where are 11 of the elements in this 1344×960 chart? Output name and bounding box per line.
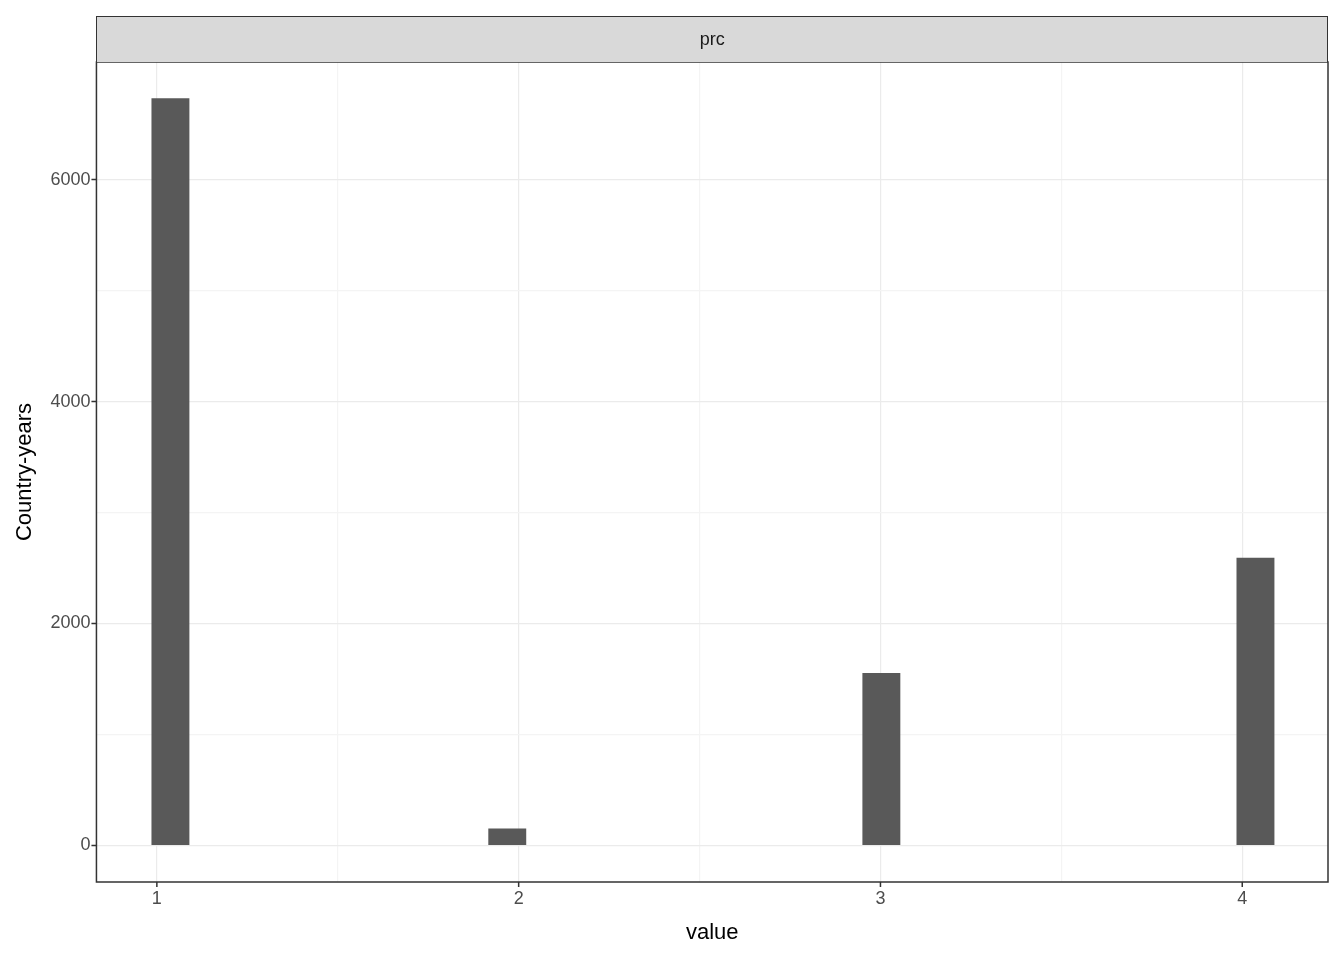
x-tick-label: 4	[1237, 887, 1248, 908]
x-axis-title: value	[685, 918, 739, 944]
x-tick-label: 2	[513, 887, 524, 908]
y-tick-label: 4000	[50, 390, 91, 411]
x-tick-label: 3	[875, 887, 886, 908]
y-tick-label: 6000	[50, 168, 91, 189]
x-tick-label: 1	[151, 887, 162, 908]
y-tick-label: 0	[80, 834, 91, 855]
chart-title: prc	[96, 16, 1328, 62]
y-axis-title: Country-years	[11, 402, 37, 542]
y-tick-label: 2000	[50, 612, 91, 633]
